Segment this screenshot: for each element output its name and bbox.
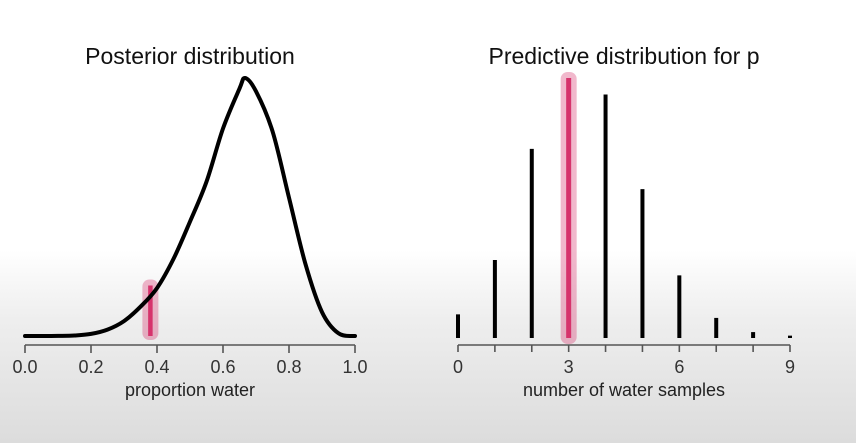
- posterior-tick-label-4: 0.8: [276, 357, 301, 377]
- posterior-title: Posterior distribution: [85, 43, 295, 69]
- posterior-tick-label-0: 0.0: [12, 357, 37, 377]
- predictive-title: Predictive distribution for p: [488, 43, 759, 69]
- predictive-bars: [456, 78, 792, 338]
- posterior-tick-label-1: 0.2: [78, 357, 103, 377]
- predictive-x-label: number of water samples: [523, 380, 725, 400]
- predictive-chart: Predictive distribution for p 0 3 6 9 numbe…: [453, 43, 795, 400]
- posterior-tick-label-5: 1.0: [342, 357, 367, 377]
- posterior-chart: Posterior distribution 0.0 0.2 0.4 0.6 0.8 1.…: [12, 43, 367, 400]
- posterior-tick-label-3: 0.6: [210, 357, 235, 377]
- posterior-x-ticks: 0.0 0.2 0.4 0.6 0.8 1.0: [12, 345, 368, 377]
- predictive-tick-label-0: 0: [453, 357, 463, 377]
- posterior-tick-label-2: 0.4: [144, 357, 169, 377]
- predictive-tick-label-3: 9: [785, 357, 795, 377]
- predictive-tick-label-1: 3: [564, 357, 574, 377]
- predictive-tick-label-2: 6: [674, 357, 684, 377]
- posterior-x-label: proportion water: [125, 380, 255, 400]
- posterior-curve: [23, 75, 357, 339]
- predictive-x-ticks: 0 3 6 9: [453, 345, 795, 377]
